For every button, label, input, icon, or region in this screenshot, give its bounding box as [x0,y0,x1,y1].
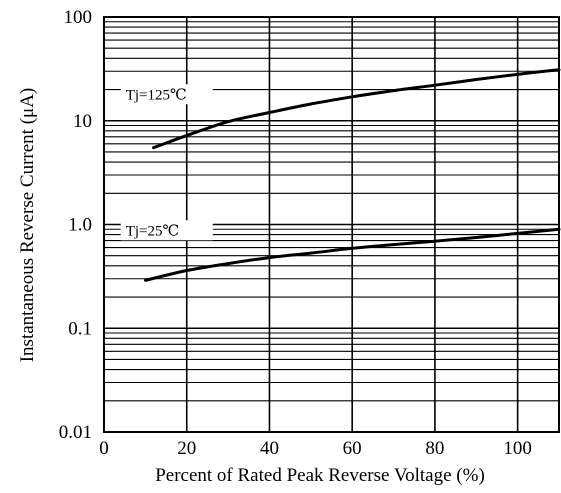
x-tick-label: 20 [177,438,196,459]
series-label-background [120,220,213,241]
series-labels: Tj=125℃ Tj=25℃ [120,84,213,241]
y-tick-label: 0.01 [59,422,92,443]
series-label: Tj=25℃ [126,223,180,239]
series-label: Tj=125℃ [126,87,187,103]
x-tick-label: 60 [343,438,362,459]
x-tick-label: 80 [425,438,444,459]
x-tick-label: 40 [260,438,279,459]
y-tick-label: 10 [73,111,92,132]
series-line [143,227,561,282]
x-tick-label: 100 [503,438,532,459]
x-tick-label: 0 [99,438,109,459]
curves [143,68,561,282]
plot-frame [103,16,560,433]
y-tick-label: 100 [64,7,93,28]
y-tick-label: 0.1 [68,318,92,339]
y-tick-label: 1.0 [68,215,92,236]
y-axis-label: Instantaneous Reverse Current (μA) [17,88,38,363]
x-axis-label: Percent of Rated Peak Reverse Voltage (%… [155,465,485,486]
grid [104,17,559,432]
series-label-background [120,84,213,105]
series-line [152,68,561,150]
tick-labels: 0 20 40 60 80 100 0.01 0.1 1.0 10 100 [59,7,532,459]
